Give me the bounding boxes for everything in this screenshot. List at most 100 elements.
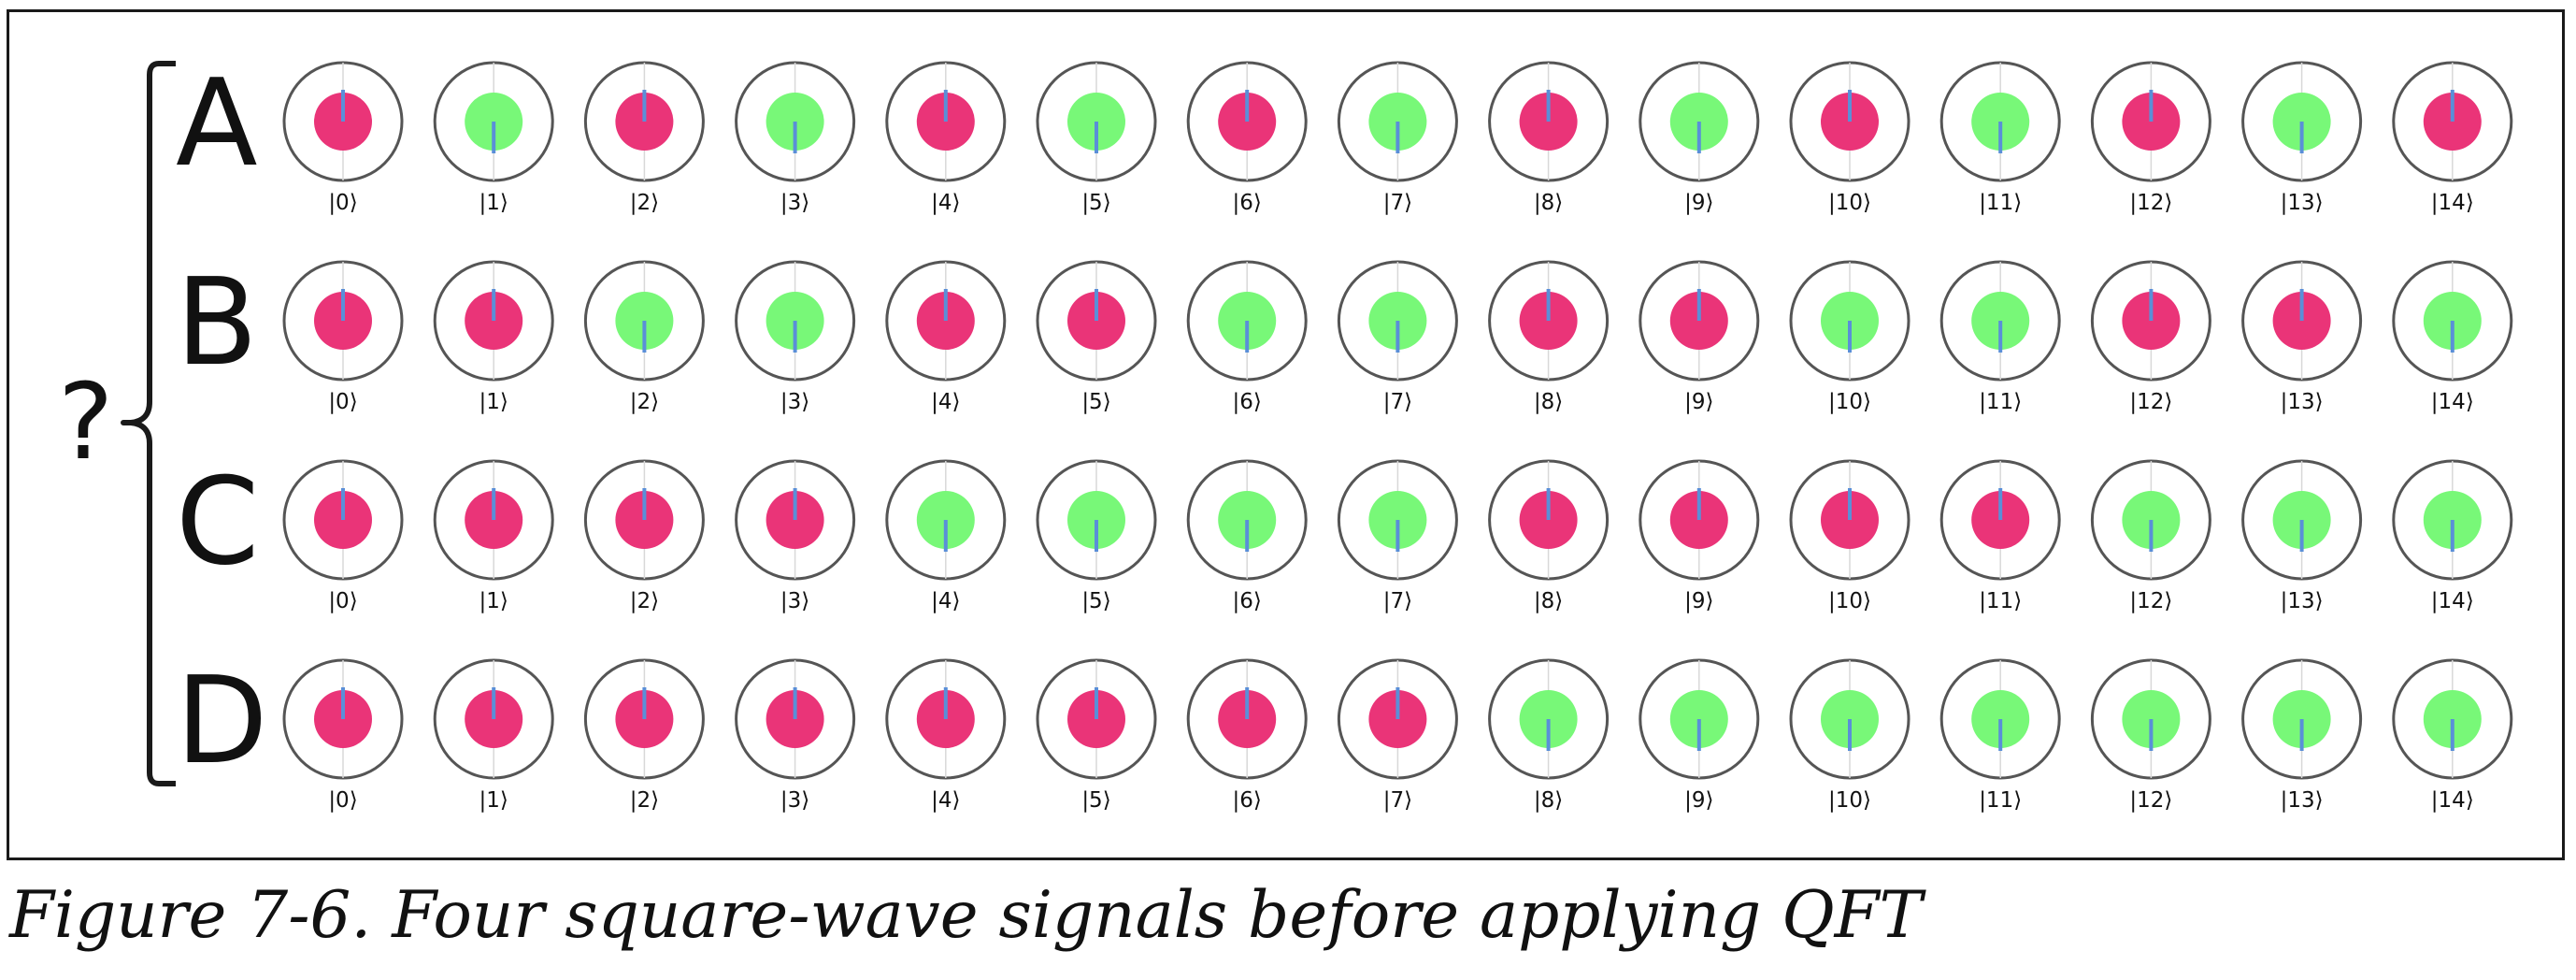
ket-label: |1⟩	[479, 589, 508, 613]
row-a: A |0⟩ |1⟩ |2⟩ |3⟩ |4⟩ |5⟩ |6⟩ |7⟩ |8⟩ |9⟩ |10⟩ |11⟩ |…	[176, 54, 2513, 215]
ket-label: |7⟩	[1383, 390, 1412, 414]
qubit-circle: |9⟩	[1639, 459, 1760, 613]
ket-label: |4⟩	[931, 390, 960, 414]
row-label: A	[176, 54, 258, 194]
ket-label: |12⟩	[2129, 788, 2172, 813]
ket-label: |7⟩	[1383, 788, 1412, 813]
ket-label: |12⟩	[2129, 589, 2172, 613]
qubit-circle: |11⟩	[1939, 61, 2061, 215]
ket-label: |1⟩	[479, 390, 508, 414]
ket-label: |3⟩	[780, 589, 809, 613]
qubit-circle: |1⟩	[433, 658, 554, 813]
ket-label: |13⟩	[2281, 390, 2324, 414]
qubit-circle: |14⟩	[2392, 658, 2513, 813]
ket-label: |6⟩	[1233, 191, 1262, 215]
ket-label: |6⟩	[1233, 390, 1262, 414]
qubit-circle: |13⟩	[2241, 61, 2363, 215]
qubit-circle: |3⟩	[735, 61, 856, 215]
ket-label: |0⟩	[328, 191, 357, 215]
ket-label: |2⟩	[630, 390, 659, 414]
qubit-circle: |6⟩	[1186, 459, 1308, 613]
qubit-circle: |0⟩	[282, 658, 404, 813]
qubit-circle: |0⟩	[282, 260, 404, 414]
ket-label: |10⟩	[1828, 191, 1871, 215]
ket-label: |8⟩	[1534, 589, 1563, 613]
ket-label: |10⟩	[1828, 589, 1871, 613]
qubit-circle: |12⟩	[2090, 260, 2211, 414]
qubit-circle: |4⟩	[885, 61, 1007, 215]
qubit-circle: |4⟩	[885, 658, 1007, 813]
qubit-circle: |7⟩	[1337, 658, 1458, 813]
grouping-brace	[121, 61, 176, 786]
square-wave-diagram: ? A |0⟩ |1⟩ |2⟩ |3⟩ |4⟩ |5⟩ |6⟩ |7⟩ |8⟩ |9⟩ |10⟩ |11…	[58, 54, 2513, 813]
qubit-circle: |9⟩	[1639, 658, 1760, 813]
rows-layer: A |0⟩ |1⟩ |2⟩ |3⟩ |4⟩ |5⟩ |6⟩ |7⟩ |8⟩ |9⟩ |10⟩ |11⟩ |…	[176, 54, 2513, 813]
qubit-circle: |2⟩	[583, 260, 705, 414]
qubit-circle: |10⟩	[1789, 260, 1911, 414]
qubit-circle: |5⟩	[1036, 61, 1157, 215]
qubit-circle: |7⟩	[1337, 61, 1458, 215]
ket-label: |13⟩	[2281, 788, 2324, 813]
ket-label: |2⟩	[630, 191, 659, 215]
qubit-circle: |0⟩	[282, 459, 404, 613]
qubit-circle: |0⟩	[282, 61, 404, 215]
qubit-circle: |8⟩	[1488, 61, 1610, 215]
ket-label: |11⟩	[1979, 390, 2022, 414]
ket-label: |5⟩	[1081, 589, 1110, 613]
ket-label: |7⟩	[1383, 589, 1412, 613]
figure-caption: Figure 7-6. Four square-wave signals bef…	[9, 878, 1923, 953]
ket-label: |3⟩	[780, 788, 809, 813]
row-d: D |0⟩ |1⟩ |2⟩ |3⟩ |4⟩ |5⟩ |6⟩ |7⟩ |8⟩ |9⟩ |10⟩ |11⟩ |…	[176, 652, 2513, 813]
ket-label: |3⟩	[780, 390, 809, 414]
row-c: C |0⟩ |1⟩ |2⟩ |3⟩ |4⟩ |5⟩ |6⟩ |7⟩ |8⟩ |9⟩ |10⟩ |11⟩ |…	[176, 453, 2513, 613]
qubit-circle: |5⟩	[1036, 459, 1157, 613]
qubit-circle: |7⟩	[1337, 459, 1458, 613]
ket-label: |5⟩	[1081, 390, 1110, 414]
qubit-circle: |1⟩	[433, 459, 554, 613]
qubit-circle: |14⟩	[2392, 260, 2513, 414]
ket-label: |1⟩	[479, 191, 508, 215]
ket-label: |6⟩	[1233, 788, 1262, 813]
ket-label: |11⟩	[1979, 589, 2022, 613]
ket-label: |5⟩	[1081, 191, 1110, 215]
qubit-circle: |13⟩	[2241, 260, 2363, 414]
qubit-circle: |3⟩	[735, 459, 856, 613]
qubit-circle: |3⟩	[735, 260, 856, 414]
row-label: D	[176, 652, 268, 791]
ket-label: |2⟩	[630, 788, 659, 813]
ket-label: |3⟩	[780, 191, 809, 215]
qubit-circle: |2⟩	[583, 658, 705, 813]
qubit-circle: |13⟩	[2241, 459, 2363, 613]
qubit-circle: |1⟩	[433, 61, 554, 215]
qubit-circle: |5⟩	[1036, 658, 1157, 813]
ket-label: |8⟩	[1534, 191, 1563, 215]
ket-label: |4⟩	[931, 788, 960, 813]
qubit-circle: |14⟩	[2392, 61, 2513, 215]
ket-label: |8⟩	[1534, 788, 1563, 813]
qubit-circle: |11⟩	[1939, 260, 2061, 414]
qubit-circle: |8⟩	[1488, 459, 1610, 613]
ket-label: |14⟩	[2431, 589, 2474, 613]
ket-label: |6⟩	[1233, 589, 1262, 613]
qubit-circle: |10⟩	[1789, 658, 1911, 813]
ket-label: |0⟩	[328, 788, 357, 813]
qubit-circle: |5⟩	[1036, 260, 1157, 414]
question-mark: ?	[58, 362, 113, 483]
ket-label: |14⟩	[2431, 191, 2474, 215]
ket-label: |4⟩	[931, 191, 960, 215]
qubit-circle: |8⟩	[1488, 260, 1610, 414]
qubit-circle: |6⟩	[1186, 658, 1308, 813]
qubit-circle: |12⟩	[2090, 61, 2211, 215]
qubit-circle: |1⟩	[433, 260, 554, 414]
qubit-circle: |4⟩	[885, 260, 1007, 414]
qubit-circle: |9⟩	[1639, 61, 1760, 215]
ket-label: |13⟩	[2281, 589, 2324, 613]
ket-label: |12⟩	[2129, 191, 2172, 215]
ket-label: |7⟩	[1383, 191, 1412, 215]
qubit-circle: |10⟩	[1789, 61, 1911, 215]
ket-label: |11⟩	[1979, 788, 2022, 813]
row-label: C	[176, 453, 259, 592]
ket-label: |2⟩	[630, 589, 659, 613]
qubit-circle: |10⟩	[1789, 459, 1911, 613]
qubit-circle: |3⟩	[735, 658, 856, 813]
